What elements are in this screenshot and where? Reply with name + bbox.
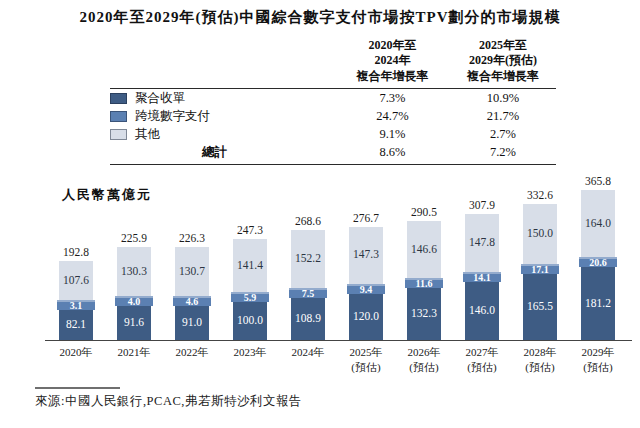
bar-segment-cross-border: 4.6 [173,296,211,306]
bar-segment-aggregate-acquiring: 146.0 [465,282,499,340]
segment-value-label: 141.4 [237,260,263,272]
bar-total-label: 365.8 [569,175,627,187]
bar-2022: 130.7 4.6 91.0 [175,247,209,340]
bar-2029: 164.0 20.6 181.2 [581,190,615,340]
segment-value-label: 130.3 [121,266,147,278]
bar-segment-cross-border: 3.1 [57,300,95,310]
stacked-bar-chart: 人民幣萬億元 107.6 3.1 82.1 192.8 2020年 130.3 4.0 91.… [0,0,640,428]
segment-value-label: 181.2 [585,298,611,310]
segment-value-label: 146.0 [469,305,495,317]
bar-segment-cross-border: 14.1 [463,272,501,282]
bar-segment-others: 146.6 [407,221,441,278]
x-axis-tick-label: 2022年 [160,345,224,360]
bar-total-label: 276.7 [337,212,395,224]
bar-total-label: 307.9 [453,199,511,211]
bar-segment-others: 141.4 [233,239,267,293]
x-axis-tick-label: 2027年 (預估) [450,345,514,375]
bar-segment-cross-border: 5.9 [231,292,269,302]
bar-segment-cross-border: 11.6 [405,278,443,288]
x-axis-tick-label: 2021年 [102,345,166,360]
bar-2020: 107.6 3.1 82.1 [59,261,93,340]
bar-segment-aggregate-acquiring: 91.0 [175,306,209,340]
segment-value-label: 120.0 [353,311,379,323]
bar-total-label: 225.9 [105,232,163,244]
bar-2026: 146.6 11.6 132.3 [407,221,441,340]
bar-total-label: 290.5 [395,206,453,218]
bar-segment-others: 147.8 [465,214,499,272]
bar-2024: 152.2 7.5 108.9 [291,230,325,340]
bar-2025: 147.3 9.4 120.0 [349,227,383,340]
segment-value-label: 91.6 [124,317,144,329]
bar-segment-cross-border: 4.0 [115,296,153,306]
bar-2027: 147.8 14.1 146.0 [465,214,499,340]
segment-value-label: 130.7 [179,266,205,278]
segment-value-label: 147.8 [469,237,495,249]
x-axis-tick-label: 2028年 (預估) [508,345,572,375]
bar-total-label: 192.8 [47,246,105,258]
segment-value-label: 152.2 [295,253,321,265]
y-axis-unit-label: 人民幣萬億元 [62,186,152,204]
bar-segment-others: 164.0 [581,190,615,257]
bar-segment-aggregate-acquiring: 82.1 [59,310,93,340]
bar-2028: 150.0 17.1 165.5 [523,204,557,340]
bar-segment-others: 130.7 [175,247,209,296]
bar-segment-cross-border: 20.6 [579,257,617,267]
segment-value-label: 107.6 [63,275,89,287]
segment-value-label: 147.3 [353,249,379,261]
source-note: 來源:中國人民銀行,PCAC,弗若斯特沙利文報告 [35,393,302,410]
segment-value-label: 108.9 [295,313,321,325]
x-axis-tick-label: 2020年 [44,345,108,360]
bar-total-label: 247.3 [221,224,279,236]
segment-value-label: 164.0 [585,218,611,230]
segment-value-label: 100.0 [237,315,263,327]
bar-segment-aggregate-acquiring: 108.9 [291,298,325,340]
x-axis-tick-label: 2023年 [218,345,282,360]
bar-segment-others: 130.3 [117,247,151,296]
bar-total-label: 332.6 [511,189,569,201]
bar-2021: 130.3 4.0 91.6 [117,247,151,340]
bar-segment-aggregate-acquiring: 91.6 [117,306,151,340]
x-axis-tick-label: 2024年 [276,345,340,360]
bar-segment-aggregate-acquiring: 181.2 [581,267,615,340]
bar-segment-others: 150.0 [523,204,557,264]
bar-segment-cross-border: 9.4 [347,284,385,294]
bar-total-label: 268.6 [279,215,337,227]
x-axis-line [45,340,632,341]
bar-total-label: 226.3 [163,232,221,244]
segment-value-label: 132.3 [411,308,437,320]
source-divider [35,387,120,389]
bar-segment-others: 107.6 [59,261,93,300]
segment-value-label: 82.1 [66,319,86,331]
bar-segment-aggregate-acquiring: 165.5 [523,274,557,340]
bar-2023: 141.4 5.9 100.0 [233,239,267,340]
x-axis-tick-label: 2029年 (預估) [566,345,630,375]
segment-value-label: 146.6 [411,244,437,256]
x-axis-tick-label: 2026年 (預估) [392,345,456,375]
bar-segment-aggregate-acquiring: 100.0 [233,302,267,340]
bar-segment-aggregate-acquiring: 120.0 [349,294,383,340]
segment-value-label: 165.5 [527,301,553,313]
bar-segment-cross-border: 7.5 [289,288,327,298]
bar-segment-aggregate-acquiring: 132.3 [407,288,441,340]
bar-segment-cross-border: 17.1 [521,264,559,274]
segment-value-label: 91.0 [182,317,202,329]
segment-value-label: 150.0 [527,228,553,240]
bar-segment-others: 147.3 [349,227,383,284]
x-axis-tick-label: 2025年 (預估) [334,345,398,375]
bar-segment-others: 152.2 [291,230,325,288]
